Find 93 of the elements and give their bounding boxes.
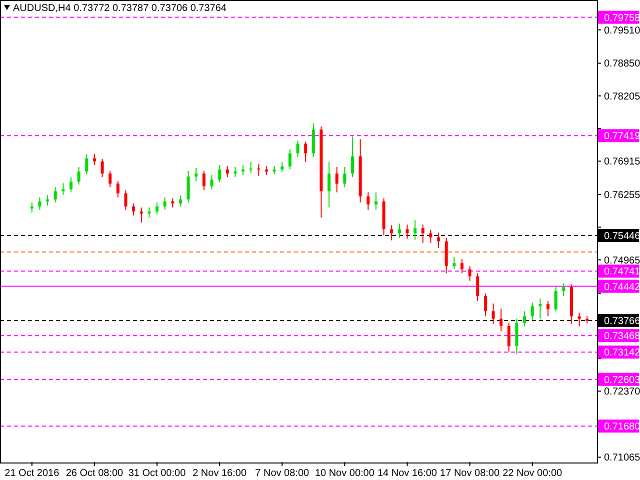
ref-line-label: 0.77419 bbox=[604, 131, 640, 142]
candlestick bbox=[468, 266, 472, 282]
y-tick-label: 0.78205 bbox=[604, 91, 640, 102]
candlestick bbox=[484, 292, 487, 317]
candlestick bbox=[312, 122, 315, 158]
candlestick bbox=[500, 308, 503, 332]
y-tick-label: 0.78850 bbox=[604, 58, 640, 70]
x-tick-label: 21 Oct 2016 bbox=[4, 468, 60, 479]
candlestick bbox=[264, 165, 268, 176]
candlestick bbox=[351, 136, 354, 178]
y-tick-label: 0.79510 bbox=[604, 25, 640, 36]
candlestick bbox=[538, 298, 542, 320]
candlestick bbox=[38, 196, 42, 210]
candlestick bbox=[85, 154, 88, 176]
candlestick bbox=[140, 206, 143, 224]
y-tick-label: 0.74965 bbox=[604, 255, 640, 266]
candlestick bbox=[406, 224, 409, 240]
candlestick bbox=[100, 158, 104, 178]
candlestick bbox=[398, 223, 401, 238]
candlestick bbox=[280, 161, 284, 173]
ref-line-label: 0.71680 bbox=[604, 422, 640, 433]
ref-line-label: 0.74741 bbox=[604, 266, 640, 278]
candlestick bbox=[343, 166, 346, 188]
candlestick bbox=[194, 167, 198, 182]
candlestick bbox=[296, 140, 300, 158]
candlestick bbox=[578, 312, 581, 327]
ref-line-label: 0.79758 bbox=[604, 12, 640, 24]
candlestick bbox=[46, 194, 50, 206]
candlestick bbox=[562, 282, 566, 297]
candlestick bbox=[171, 198, 174, 208]
chart-title: AUDUSD,H4 0.73772 0.73787 0.73706 0.73764 bbox=[13, 3, 227, 14]
candlestick bbox=[366, 192, 370, 210]
ref-line-label: 0.73142 bbox=[604, 348, 640, 359]
candlestick bbox=[77, 166, 80, 186]
candlestick bbox=[249, 161, 252, 174]
y-tick-label: 0.76255 bbox=[604, 190, 640, 202]
ref-line-label: 0.73766 bbox=[604, 316, 640, 328]
candlestick bbox=[226, 165, 229, 178]
candlestick bbox=[554, 286, 558, 312]
y-tick-label: 0.72370 bbox=[604, 386, 640, 398]
candlestick bbox=[163, 196, 166, 210]
x-tick-label: 2 Nov 16:00 bbox=[192, 468, 247, 479]
candlestick bbox=[202, 170, 206, 191]
x-tick-label: 10 Nov 00:00 bbox=[314, 468, 375, 479]
x-tick-label: 7 Nov 08:00 bbox=[255, 468, 310, 479]
candlestick bbox=[421, 224, 424, 244]
candlestick bbox=[288, 148, 292, 170]
candlestick bbox=[70, 176, 73, 193]
x-tick-label: 26 Oct 08:00 bbox=[66, 468, 124, 479]
y-tick-label: 0.71065 bbox=[604, 452, 640, 464]
candlestick bbox=[429, 229, 432, 244]
candlestick bbox=[414, 220, 417, 240]
candlestick bbox=[242, 164, 245, 176]
ref-line-label: 0.73468 bbox=[604, 331, 640, 342]
candlestick bbox=[132, 202, 136, 216]
candlestick bbox=[437, 232, 440, 248]
candlestick bbox=[116, 180, 120, 198]
candlestick bbox=[304, 141, 308, 162]
candlestick bbox=[328, 161, 331, 208]
x-tick-label: 22 Nov 00:00 bbox=[502, 468, 563, 479]
x-tick-label: 17 Nov 08:00 bbox=[440, 468, 500, 479]
candlestick bbox=[92, 153, 96, 166]
y-tick-label: 0.76915 bbox=[604, 156, 640, 168]
candlestick bbox=[460, 258, 464, 274]
candlestick bbox=[178, 194, 182, 207]
candlestick bbox=[546, 300, 550, 317]
ref-line-label: 0.74442 bbox=[604, 282, 640, 293]
candlestick bbox=[218, 164, 222, 183]
candlestick bbox=[374, 192, 378, 210]
candlestick bbox=[257, 163, 260, 177]
candlestick bbox=[108, 170, 112, 188]
candlestick bbox=[390, 224, 394, 241]
candlestick bbox=[156, 202, 159, 216]
candlestick bbox=[148, 206, 151, 218]
x-tick-label: 31 Oct 00:00 bbox=[128, 468, 186, 479]
candlestick bbox=[186, 170, 190, 203]
candlestick bbox=[335, 166, 338, 193]
candlestick bbox=[62, 182, 65, 196]
candlestick bbox=[30, 202, 34, 214]
candlestick bbox=[492, 303, 495, 324]
candlestick bbox=[234, 166, 237, 178]
candlestick bbox=[452, 256, 456, 270]
candlestick bbox=[530, 302, 534, 320]
ref-line-label: 0.72603 bbox=[604, 374, 640, 386]
candlestick bbox=[210, 174, 214, 190]
ref-line-label: 0.75446 bbox=[604, 230, 640, 242]
candlestick bbox=[507, 322, 510, 352]
candlestick bbox=[124, 190, 128, 210]
candlestick bbox=[54, 186, 57, 203]
candlestick bbox=[515, 318, 518, 355]
candlestick bbox=[476, 272, 480, 302]
candlestick bbox=[523, 310, 526, 327]
x-tick-label: 14 Nov 16:00 bbox=[377, 468, 438, 479]
